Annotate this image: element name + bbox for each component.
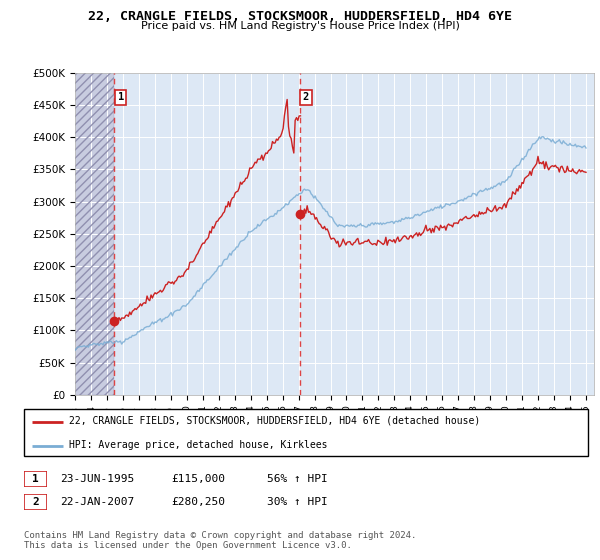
Text: 56% ↑ HPI: 56% ↑ HPI [267,474,328,484]
Text: £115,000: £115,000 [171,474,225,484]
Text: 22-JAN-2007: 22-JAN-2007 [60,497,134,507]
FancyBboxPatch shape [24,471,47,487]
Text: 22, CRANGLE FIELDS, STOCKSMOOR, HUDDERSFIELD, HD4 6YE: 22, CRANGLE FIELDS, STOCKSMOOR, HUDDERSF… [88,10,512,23]
Text: 2: 2 [32,497,39,507]
FancyBboxPatch shape [24,494,47,510]
Text: HPI: Average price, detached house, Kirklees: HPI: Average price, detached house, Kirk… [69,440,328,450]
Text: Price paid vs. HM Land Registry's House Price Index (HPI): Price paid vs. HM Land Registry's House … [140,21,460,31]
Text: 1: 1 [118,92,124,102]
FancyBboxPatch shape [24,409,588,456]
Text: 2: 2 [303,92,309,102]
Text: 23-JUN-1995: 23-JUN-1995 [60,474,134,484]
Text: 1: 1 [32,474,39,484]
Text: Contains HM Land Registry data © Crown copyright and database right 2024.
This d: Contains HM Land Registry data © Crown c… [24,531,416,550]
Text: 30% ↑ HPI: 30% ↑ HPI [267,497,328,507]
Text: £280,250: £280,250 [171,497,225,507]
Text: 22, CRANGLE FIELDS, STOCKSMOOR, HUDDERSFIELD, HD4 6YE (detached house): 22, CRANGLE FIELDS, STOCKSMOOR, HUDDERSF… [69,416,481,426]
